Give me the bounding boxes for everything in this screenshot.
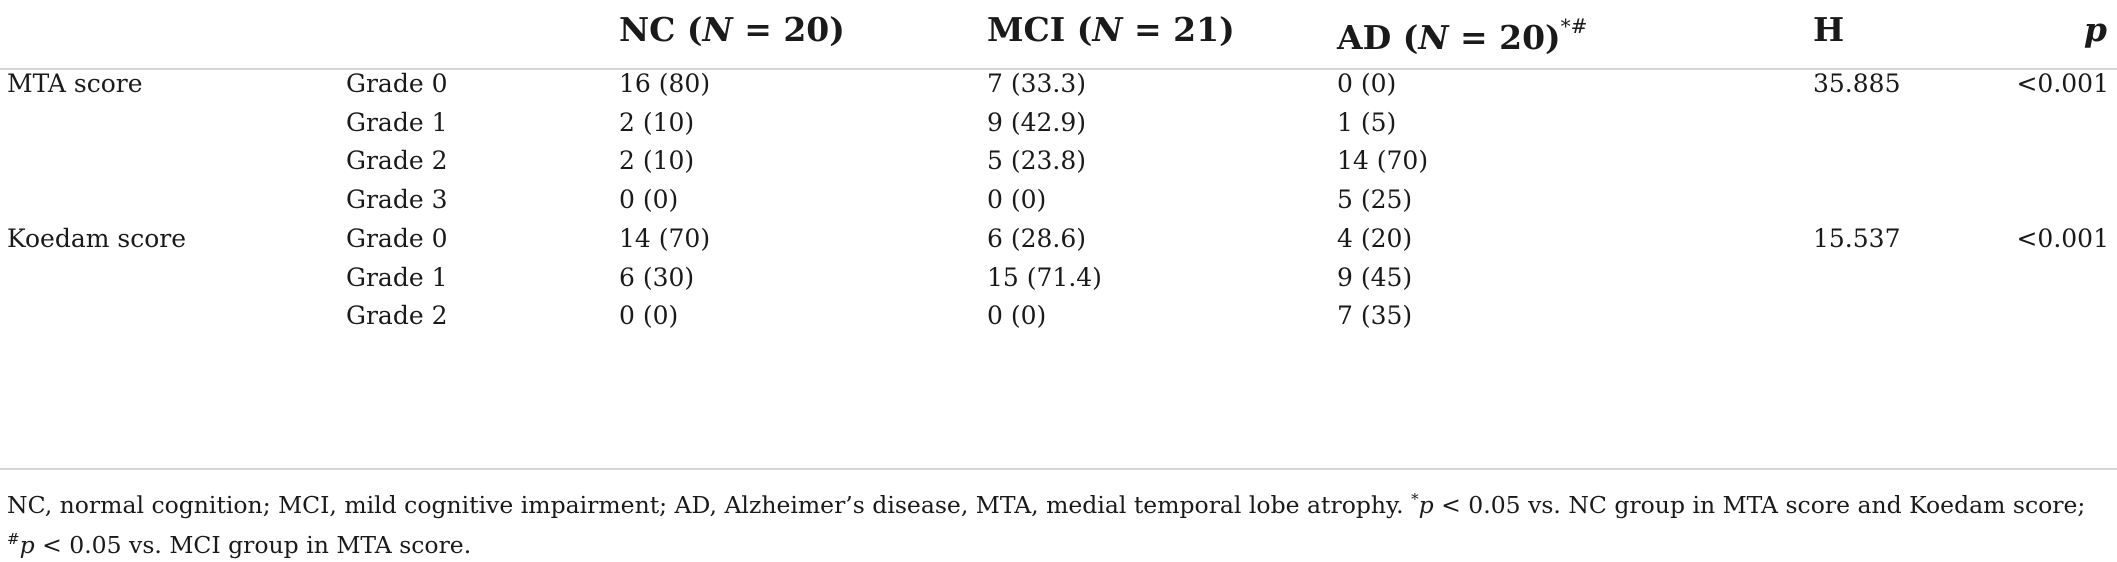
cell-ad: 7 (35) <box>1337 301 1413 330</box>
header-h: H <box>1813 10 1845 49</box>
row-group: MTA score <box>7 69 143 98</box>
cell-ad: 14 (70) <box>1337 146 1429 175</box>
cell-ad: 0 (0) <box>1337 69 1397 98</box>
row-grade: Grade 3 <box>346 185 448 214</box>
cell-mci: 15 (71.4) <box>987 263 1102 292</box>
cell-mci: 6 (28.6) <box>987 224 1087 253</box>
cell-mci: 9 (42.9) <box>987 108 1087 137</box>
cell-ad: 1 (5) <box>1337 108 1397 137</box>
cell-nc: 14 (70) <box>619 224 711 253</box>
table-top-rule <box>0 68 2117 70</box>
cell-nc: 6 (30) <box>619 263 695 292</box>
row-grade: Grade 2 <box>346 146 448 175</box>
cell-p: <0.001 <box>2016 224 2109 253</box>
row-grade: Grade 0 <box>346 69 448 98</box>
cell-h: 15.537 <box>1813 224 1901 253</box>
header-ad: AD (N = 20)*# <box>1337 14 1588 57</box>
cell-mci: 5 (23.8) <box>987 146 1087 175</box>
header-ad-marks: *# <box>1560 14 1588 38</box>
cell-nc: 16 (80) <box>619 69 711 98</box>
table-footnote: NC, normal cognition; MCI, mild cognitiv… <box>7 490 2086 559</box>
header-nc: NC (N = 20) <box>619 10 845 49</box>
row-grade: Grade 0 <box>346 224 448 253</box>
cell-mci: 0 (0) <box>987 301 1047 330</box>
cell-mci: 0 (0) <box>987 185 1047 214</box>
cell-nc: 2 (10) <box>619 108 695 137</box>
cell-p: <0.001 <box>2016 69 2109 98</box>
cell-mci: 7 (33.3) <box>987 69 1087 98</box>
cell-ad: 5 (25) <box>1337 185 1413 214</box>
table-bottom-rule <box>0 468 2117 470</box>
row-grade: Grade 1 <box>346 108 448 137</box>
cell-nc: 2 (10) <box>619 146 695 175</box>
row-group: Koedam score <box>7 224 187 253</box>
cell-ad: 4 (20) <box>1337 224 1413 253</box>
row-grade: Grade 1 <box>346 263 448 292</box>
row-grade: Grade 2 <box>346 301 448 330</box>
cell-nc: 0 (0) <box>619 301 679 330</box>
cell-ad: 9 (45) <box>1337 263 1413 292</box>
header-p: p <box>2083 10 2107 49</box>
cell-h: 35.885 <box>1813 69 1901 98</box>
cell-nc: 0 (0) <box>619 185 679 214</box>
header-mci: MCI (N = 21) <box>987 10 1235 49</box>
